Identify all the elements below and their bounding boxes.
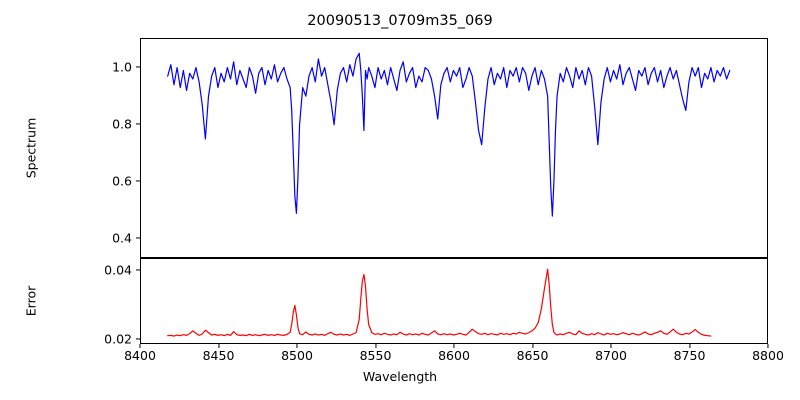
x-tick-mark xyxy=(139,344,141,348)
x-tick-mark xyxy=(217,344,220,348)
x-tick-label: 8700 xyxy=(595,348,627,363)
x-tick-label: 8750 xyxy=(673,348,706,363)
error-y-axis-ticks: 0.02 0.04 xyxy=(84,258,132,347)
spectrum-y-tick-mark xyxy=(136,66,140,68)
spectrum-line-series xyxy=(167,52,731,217)
x-axis-label: Wavelength xyxy=(362,369,438,384)
error-y-tick-mark xyxy=(136,269,140,271)
spectrum-y-tick-mark xyxy=(136,180,140,182)
spectrum-y-tick-mark xyxy=(136,123,140,125)
spectrum-data-line xyxy=(167,52,731,217)
spectrum-y-tick-label: 0.4 xyxy=(112,230,132,246)
x-tick-label: 8450 xyxy=(202,348,235,363)
x-tick-label: 8600 xyxy=(438,348,470,363)
x-tick-mark xyxy=(374,344,377,348)
spectrum-plot-area xyxy=(140,38,768,258)
x-tick-mark xyxy=(767,344,769,348)
error-y-axis-label: Error xyxy=(23,285,39,317)
error-y-tick-mark xyxy=(136,338,140,340)
x-tick-label: 8650 xyxy=(516,348,549,363)
error-y-tick-label: 0.04 xyxy=(104,262,132,278)
spectrum-y-tick-label: 1.0 xyxy=(112,59,132,75)
x-tick-label: 8550 xyxy=(359,348,392,363)
x-tick-mark xyxy=(688,344,691,348)
x-tick-mark xyxy=(296,344,298,348)
spectrum-y-axis-label: Spectrum xyxy=(23,117,39,179)
error-plot-area xyxy=(140,258,768,344)
spectrum-y-axis-ticks: 0.4 0.6 0.8 1.0 xyxy=(84,38,132,258)
x-tick-mark xyxy=(610,344,612,348)
x-tick-mark xyxy=(453,344,455,348)
spectrum-y-tick-label: 0.8 xyxy=(112,116,132,132)
spectrum-y-tick-mark xyxy=(136,237,140,239)
spectrum-y-tick-label: 0.6 xyxy=(112,173,132,189)
x-tick-label: 8500 xyxy=(281,348,313,363)
error-line-series xyxy=(167,268,712,337)
x-tick-label: 8800 xyxy=(752,348,784,363)
error-data-line xyxy=(167,268,712,337)
error-y-tick-label: 0.02 xyxy=(104,331,132,347)
x-tick-label: 8400 xyxy=(124,348,156,363)
figure-title: 20090513_0709m35_069 xyxy=(307,13,493,29)
x-tick-mark xyxy=(531,344,534,348)
